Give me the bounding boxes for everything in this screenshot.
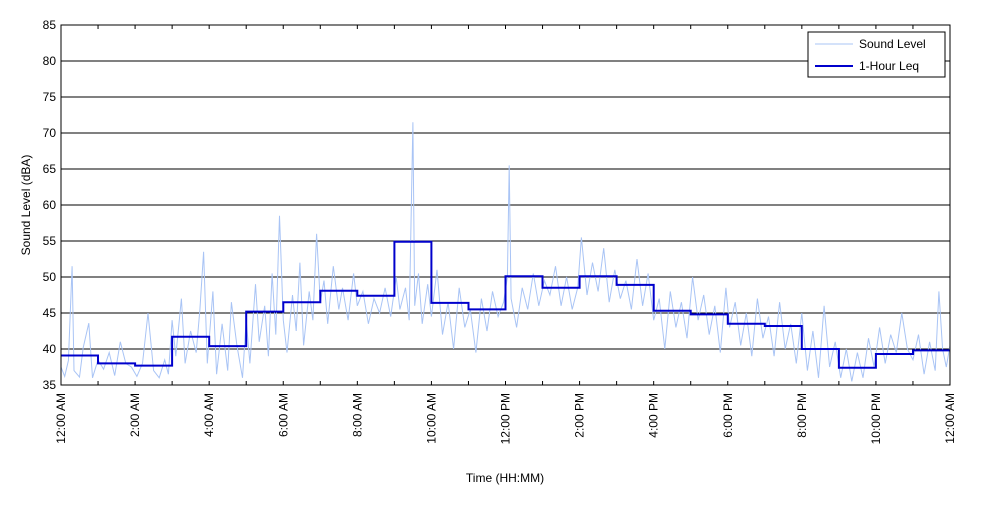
x-tick-label-1: 2:00 AM — [128, 393, 142, 437]
x-tick-label-2: 4:00 AM — [202, 393, 216, 437]
y-tick-label-85: 85 — [43, 18, 57, 32]
y-tick-label-45: 45 — [43, 306, 57, 320]
x-tick-label-11: 10:00 PM — [869, 393, 883, 444]
y-tick-label-80: 80 — [43, 54, 57, 68]
y-tick-label-70: 70 — [43, 126, 57, 140]
series-layer — [60, 122, 951, 382]
y-tick-label-55: 55 — [43, 234, 57, 248]
y-axis-label: Sound Level (dBA) — [19, 155, 33, 256]
legend-box — [807, 31, 946, 78]
y-tick-label-65: 65 — [43, 162, 57, 176]
series-1-hour-leq-step — [61, 240, 950, 369]
y-tick-label-35: 35 — [43, 378, 57, 392]
y-axis-ticks: 35 40 45 50 55 60 65 70 75 80 85 — [43, 18, 57, 392]
x-axis-ticks: 12:00 AM 2:00 AM 4:00 AM 6:00 AM 8:00 AM 10:0… — [54, 25, 957, 444]
x-tick-label-5: 10:00 AM — [424, 393, 438, 444]
x-tick-label-12: 12:00 AM — [943, 393, 957, 444]
x-tick-label-0: 12:00 AM — [54, 393, 68, 444]
x-tick-label-4: 8:00 AM — [350, 393, 364, 437]
x-tick-label-8: 4:00 PM — [647, 393, 661, 438]
x-tick-label-9: 6:00 PM — [721, 393, 735, 438]
series-sound-level-line — [60, 122, 951, 382]
y-tick-label-75: 75 — [43, 90, 57, 104]
y-tick-label-50: 50 — [43, 270, 57, 284]
legend-label-sound-level: Sound Level — [859, 37, 926, 51]
x-tick-label-7: 2:00 PM — [573, 393, 587, 438]
x-tick-label-6: 12:00 PM — [499, 393, 513, 444]
x-axis-label: Time (HH:MM) — [466, 471, 544, 485]
x-tick-label-10: 8:00 PM — [795, 393, 809, 438]
y-tick-label-60: 60 — [43, 198, 57, 212]
legend: Sound Level 1-Hour Leq — [807, 31, 946, 78]
legend-label-1-hour-leq: 1-Hour Leq — [859, 59, 919, 73]
x-tick-label-3: 6:00 AM — [276, 393, 290, 437]
y-tick-label-40: 40 — [43, 342, 57, 356]
